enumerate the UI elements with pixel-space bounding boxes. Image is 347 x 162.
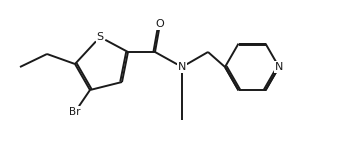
Text: S: S — [96, 32, 103, 42]
Text: Br: Br — [69, 107, 81, 117]
Text: N: N — [275, 62, 283, 72]
Text: N: N — [178, 62, 186, 72]
Text: O: O — [155, 19, 164, 29]
